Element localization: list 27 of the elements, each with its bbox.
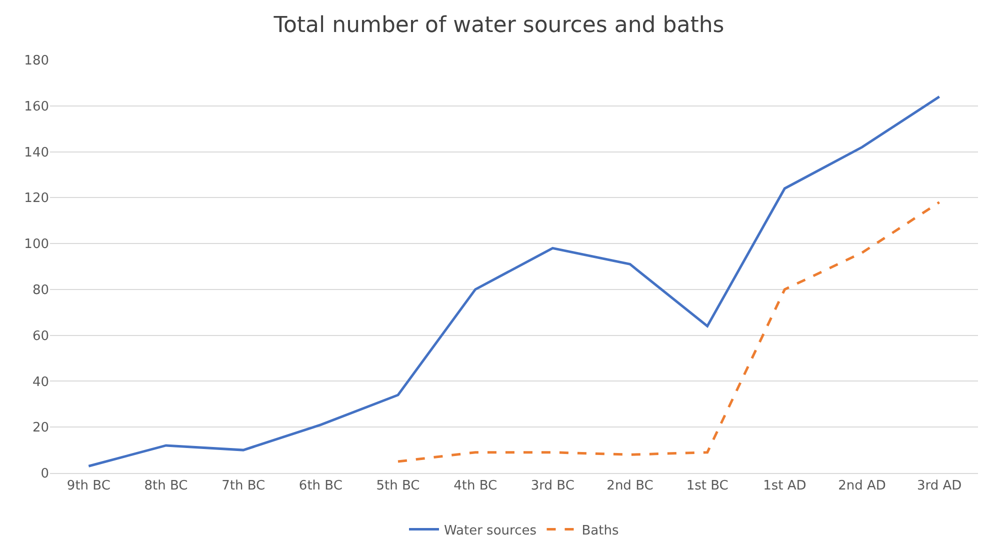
y-tick-label: 180 [24,54,49,69]
x-tick-label: 1st AD [763,478,806,494]
x-tick-label: 3rd AD [916,478,962,494]
y-tick-label: 160 [24,99,49,114]
chart-title: Total number of water sources and baths [272,13,724,38]
x-tick-label: 1st BC [686,478,728,494]
line-series [87,95,941,468]
y-tick-label: 0 [40,466,49,482]
y-tick-label: 100 [24,237,49,252]
y-tick-label: 40 [32,374,49,390]
x-tick-label: 4th BC [454,478,498,494]
x-tick-label: 2nd AD [838,478,886,494]
x-tick-label: 2nd BC [606,478,654,494]
x-tick-label: 3rd BC [530,478,574,494]
y-tick-label: 60 [32,328,49,344]
legend-label: Water sources [444,523,537,538]
line-series [396,201,941,463]
x-tick-label: 6th BC [298,478,342,494]
y-tick-label: 120 [24,191,49,206]
legend-label: Baths [582,523,619,538]
x-tick-label: 9th BC [66,478,110,494]
y-tick-label: 140 [24,145,49,160]
x-tick-label: 5th BC [376,478,420,494]
x-tick-label: 7th BC [222,478,266,494]
x-tick-label: 8th BC [144,478,188,494]
y-tick-label: 80 [32,282,49,298]
y-tick-label: 20 [32,420,49,436]
